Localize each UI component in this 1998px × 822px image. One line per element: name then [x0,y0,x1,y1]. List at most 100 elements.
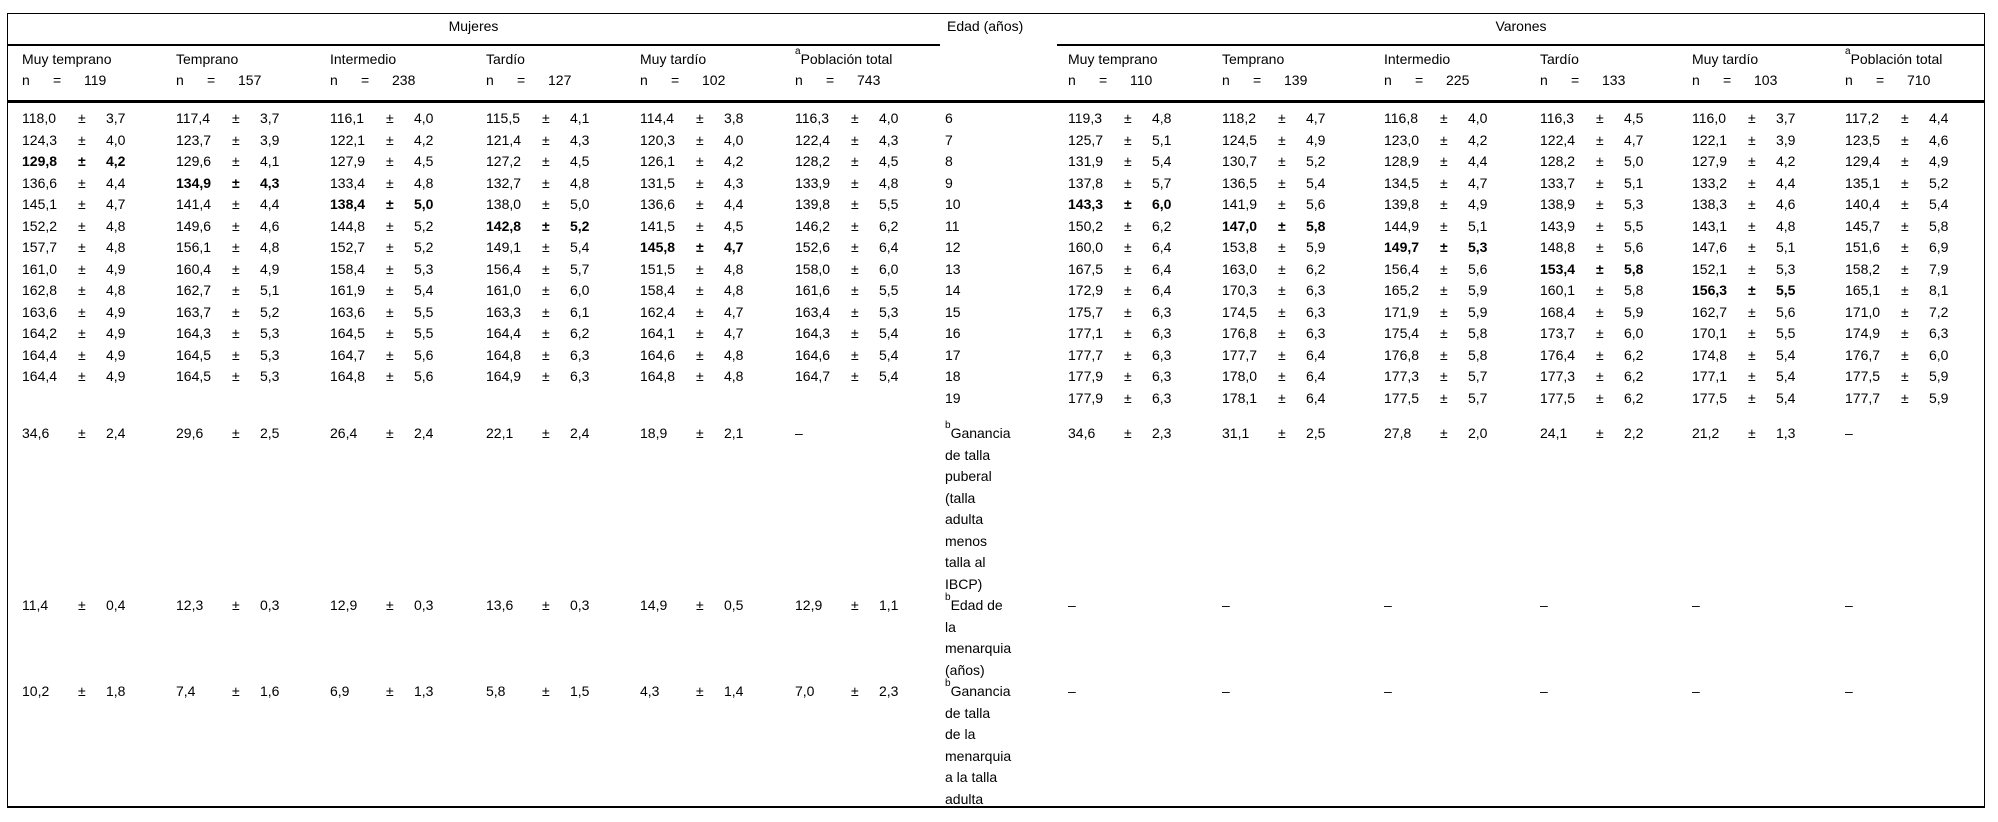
sd-value: 4,3 [570,131,590,148]
mean-value: 141,9 [1222,196,1258,212]
footnote-marker: b [945,592,951,604]
sd-value: 4,3 [879,131,899,148]
table-right-border [1984,13,1985,807]
plus-minus-sign: ± [386,260,394,277]
plus-minus-sign: ± [696,153,704,169]
stat-cell: – [1068,595,1222,617]
plus-minus-sign: ± [232,368,240,384]
stat-cell: 22,1 ±2,4 [486,409,640,445]
plus-minus-sign: ± [232,683,240,699]
sd-value: 4,8 [106,217,126,234]
sd-value: 4,9 [106,260,126,277]
plus-minus-sign: ± [542,597,550,613]
plus-minus-sign: ± [1901,110,1909,126]
plus-minus-sign: ± [386,110,394,126]
stat-cell: 138,0 ±5,0 [486,194,640,216]
stat-cell: 176,4 ±6,2 [1540,345,1692,367]
stat-cell: 162,7 ±5,6 [1692,302,1845,324]
stat-cell: 164,4 ±6,2 [486,323,640,345]
plus-minus-sign: ± [542,110,550,126]
mean-value: 134,5 [1384,174,1420,191]
plus-minus-sign: ± [696,131,704,148]
sd-value: 4,8 [414,174,434,191]
stat-cell: 162,8 ±4,8 [22,280,176,302]
mean-value: 178,1 [1222,389,1258,406]
sd-value: 0,3 [570,597,590,613]
age-cell: 12 [945,239,961,255]
n-value: 110 [1130,72,1153,88]
mean-value: 26,4 [330,425,358,441]
sd-value: 6,3 [1306,303,1326,320]
column-n-count: n = 103 [1692,70,1845,91]
column-n-count: n = 110 [1068,70,1222,91]
stat-cell: 131,5 ±4,3 [640,173,795,195]
plus-minus-sign: ± [1748,153,1756,169]
stat-cell: – [1540,595,1692,617]
plus-minus-sign: ± [1901,303,1909,320]
stat-cell: 158,2 ±7,9 [1845,259,1975,281]
sd-value: 4,8 [106,282,126,298]
mean-value: 174,8 [1692,346,1728,363]
plus-minus-sign: ± [696,303,704,320]
stat-cell: 138,4 ±5,0 [330,194,486,216]
stat-cell: 124,5 ±4,9 [1222,130,1384,152]
sd-value: 2,4 [106,425,126,441]
sd-value: 4,5 [724,217,744,234]
stat-cell: – [1692,681,1845,703]
sd-value: 5,4 [879,325,899,341]
stat-cell: 143,3 ±6,0 [1068,194,1222,216]
plus-minus-sign: ± [1440,153,1448,169]
mean-value: 152,1 [1692,260,1728,277]
stat-cell: 129,4 ±4,9 [1845,151,1975,173]
plus-minus-sign: ± [542,174,550,191]
plus-minus-sign: ± [1124,425,1132,441]
sd-value: 4,3 [724,174,744,191]
stat-cell: 115,5 ±4,1 [486,108,640,130]
stat-cell [795,388,945,410]
plus-minus-sign: ± [1596,196,1604,212]
sd-value: 5,7 [1468,389,1488,406]
sd-value: 5,6 [414,368,434,384]
mean-value: 122,1 [330,131,366,148]
stat-cell: 161,6 ±5,5 [795,280,945,302]
age-cell: 16 [945,325,961,341]
age-cell: 18 [945,368,961,384]
footnote-marker: a [1845,46,1851,58]
row-label: bEdad de la menarquia (años) [945,592,1012,678]
mean-value: 177,7 [1068,346,1104,363]
plus-minus-sign: ± [1748,389,1756,406]
stat-cell: 129,6 ±4,1 [176,151,330,173]
sd-value: 6,2 [570,325,590,341]
sd-value: 5,2 [1306,153,1326,169]
plus-minus-sign: ± [696,196,704,212]
sd-value: 5,3 [260,346,280,363]
plus-minus-sign: ± [1124,174,1132,191]
stat-cell: 149,7 ±5,3 [1384,237,1540,259]
plus-minus-sign: ± [1124,389,1132,406]
stat-cell: 117,2 ±4,4 [1845,108,1975,130]
stat-cell: 141,9 ±5,6 [1222,194,1384,216]
mean-value: 116,0 [1692,110,1726,126]
sd-value: 5,2 [1929,174,1949,191]
mean-value: 176,4 [1540,346,1576,363]
plus-minus-sign: ± [542,153,550,169]
stat-cell: 171,9 ±5,9 [1384,302,1540,324]
stat-cell: 143,9 ±5,5 [1540,216,1692,238]
plus-minus-sign: ± [542,325,550,341]
stat-cell: 168,4 ±5,9 [1540,302,1692,324]
plus-minus-sign: ± [851,131,859,148]
mean-value: 175,7 [1068,303,1104,320]
mean-value: 128,9 [1384,153,1420,169]
sd-value: 5,8 [1468,346,1488,363]
plus-minus-sign: ± [542,131,550,148]
mean-value: 31,1 [1222,425,1250,441]
sd-value: 1,1 [879,597,899,613]
sd-value: 4,7 [1468,174,1488,191]
sd-value: 6,2 [1152,217,1172,234]
mean-value: 164,6 [640,346,676,363]
stat-cell [486,388,640,410]
plus-minus-sign: ± [542,303,550,320]
sd-value: 6,9 [1929,239,1949,255]
sd-value: 5,6 [1306,196,1326,212]
sd-value: 5,4 [570,239,590,255]
